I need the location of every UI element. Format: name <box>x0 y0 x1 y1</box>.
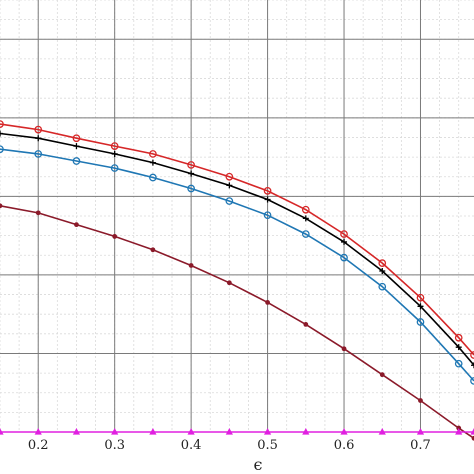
data-point <box>35 135 42 142</box>
series-0 <box>0 120 474 359</box>
data-point <box>340 230 348 238</box>
data-point <box>34 150 43 158</box>
data-point <box>149 173 157 182</box>
data-point <box>378 428 386 435</box>
data-point <box>264 196 271 203</box>
data-point <box>187 428 195 435</box>
data-point <box>0 120 4 128</box>
data-point <box>187 184 195 193</box>
data-point <box>417 303 424 310</box>
series-1 <box>0 130 474 369</box>
series-line <box>0 132 474 366</box>
data-point <box>416 293 425 302</box>
data-point <box>378 259 387 267</box>
data-point <box>303 321 309 327</box>
data-point <box>74 222 79 228</box>
data-point <box>150 247 156 253</box>
data-point <box>418 398 423 403</box>
x-tick-label: 0.2 <box>28 438 49 453</box>
x-tick-label: 0.6 <box>334 438 355 453</box>
data-point <box>265 300 270 305</box>
data-point <box>34 125 43 134</box>
data-point <box>378 282 387 291</box>
data-point <box>340 428 348 435</box>
data-point <box>72 428 81 435</box>
data-point <box>301 230 310 238</box>
data-point <box>263 211 272 220</box>
data-point <box>110 142 119 150</box>
data-point <box>225 172 234 181</box>
minor-grid <box>0 0 474 433</box>
data-point <box>263 187 272 195</box>
data-point <box>302 215 309 222</box>
data-point <box>0 428 4 435</box>
data-point <box>455 344 462 351</box>
data-point <box>72 134 81 143</box>
data-point <box>301 205 310 214</box>
data-point <box>72 157 81 165</box>
data-point <box>111 428 119 435</box>
series-2 <box>0 145 474 385</box>
series-layer <box>0 120 474 441</box>
data-point <box>470 428 474 435</box>
data-point <box>454 333 463 342</box>
data-point <box>263 428 272 435</box>
data-point <box>73 143 80 150</box>
data-point <box>35 210 41 216</box>
data-point <box>226 280 232 286</box>
series-4 <box>0 428 474 435</box>
data-point <box>341 346 347 352</box>
data-point <box>455 428 463 435</box>
x-tick-label: 0.5 <box>257 438 278 453</box>
data-point <box>112 234 118 239</box>
x-axis-label: ϵ <box>254 455 263 474</box>
data-point <box>149 150 157 158</box>
data-point <box>188 263 194 268</box>
x-tick-labels: 0.2 0.3 0.4 0.5 0.6 0.7 <box>28 438 431 453</box>
series-3 <box>0 203 474 441</box>
x-tick-label: 0.3 <box>104 438 125 453</box>
x-tick-label: 0.7 <box>410 438 431 453</box>
data-point <box>471 435 474 441</box>
data-point <box>188 170 195 177</box>
data-point <box>471 362 474 369</box>
data-point <box>416 428 425 435</box>
data-point <box>187 161 195 169</box>
data-point <box>0 130 3 137</box>
data-point <box>225 428 233 435</box>
data-point <box>0 203 3 209</box>
data-point <box>379 267 386 274</box>
data-point <box>149 159 156 166</box>
data-point <box>111 150 118 157</box>
data-point <box>0 145 4 154</box>
data-point <box>379 372 385 378</box>
data-point <box>149 428 157 435</box>
data-point <box>226 182 233 189</box>
data-point <box>110 164 119 172</box>
data-point <box>302 428 310 435</box>
series-line <box>0 205 474 439</box>
data-point <box>225 197 234 205</box>
data-point <box>454 359 463 368</box>
data-point <box>34 428 42 435</box>
data-point <box>340 253 348 262</box>
data-point <box>341 238 348 245</box>
data-point <box>416 318 425 326</box>
x-tick-label: 0.4 <box>181 438 202 453</box>
series-line <box>0 123 474 356</box>
series-line <box>0 148 474 382</box>
